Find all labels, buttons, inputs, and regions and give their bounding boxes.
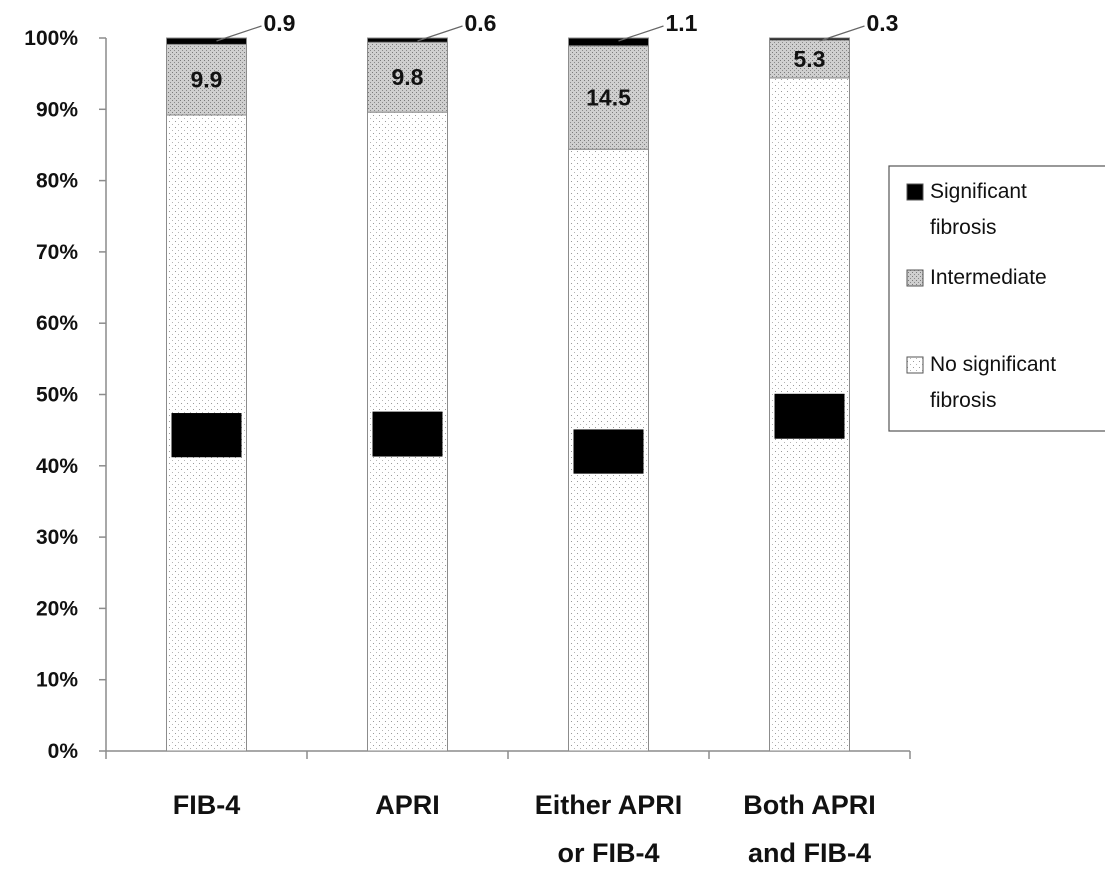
bar-segment-significant-fibrosis — [568, 37, 649, 47]
leader-line — [216, 25, 262, 42]
overlay-block — [774, 393, 845, 439]
y-tick-label: 80% — [36, 170, 78, 193]
bar-segment-intermediate — [166, 43, 247, 116]
legend-swatch — [906, 269, 924, 287]
significant-value-label: 0.6 — [465, 10, 497, 36]
bar-segment-significant-fibrosis — [166, 37, 247, 45]
legend-label: fibrosis — [930, 389, 997, 412]
overlay-block — [573, 429, 644, 474]
x-category-label: FIB-4 — [173, 790, 241, 820]
legend-label: Significant — [930, 180, 1027, 203]
x-category-label: and FIB-4 — [748, 838, 871, 868]
x-category-label: or FIB-4 — [557, 838, 659, 868]
y-tick-label: 100% — [24, 27, 78, 50]
legend-box — [888, 165, 1105, 432]
bar-segment-intermediate — [367, 41, 448, 113]
leader-line — [417, 25, 463, 42]
overlay-block — [171, 413, 242, 458]
overlay-block — [372, 411, 443, 457]
significant-value-label: 1.1 — [666, 10, 698, 36]
legend-label: No significant — [930, 353, 1056, 376]
y-tick-label: 0% — [48, 740, 79, 763]
legend-swatch — [906, 183, 924, 201]
bar-segment-intermediate — [769, 39, 850, 79]
intermediate-value-label: 5.3 — [794, 46, 826, 72]
bar-segment-intermediate — [568, 45, 649, 150]
bars — [166, 37, 850, 752]
x-category-label: Both APRI — [743, 790, 875, 820]
legend: Significant fibrosis Intermediate No signif… — [888, 165, 1105, 432]
y-tick-label: 60% — [36, 312, 78, 335]
axes: 0% 10% 20% 30% 40% 50% 60% 70% 80% 90% 100% — [24, 27, 911, 763]
intermediate-value-label: 9.8 — [392, 64, 424, 90]
significant-value-label: 0.9 — [264, 10, 296, 36]
y-tick-label: 40% — [36, 455, 78, 478]
significant-value-label: 0.3 — [867, 10, 899, 36]
bar-segment-significant-fibrosis — [769, 37, 850, 41]
y-tick-label: 70% — [36, 241, 78, 264]
leader-line — [618, 25, 664, 42]
bar-segment-significant-fibrosis — [367, 37, 448, 43]
y-tick-label: 90% — [36, 98, 78, 121]
y-tick-label: 30% — [36, 526, 78, 549]
x-category-label: Either APRI — [535, 790, 683, 820]
data-labels: 9.9 0.9 9.8 0.6 14.5 1.1 5.3 0.3 — [191, 10, 899, 111]
y-tick-label: 20% — [36, 597, 78, 620]
x-category-label: APRI — [375, 790, 440, 820]
intermediate-value-label: 14.5 — [586, 85, 631, 111]
legend-label: Intermediate — [930, 266, 1047, 289]
y-tick-label: 10% — [36, 669, 78, 692]
y-tick-label: 50% — [36, 384, 78, 407]
leader-line — [819, 25, 865, 42]
legend-swatch — [906, 356, 924, 374]
intermediate-value-label: 9.9 — [191, 67, 223, 93]
x-axis-labels: FIB-4 APRI Either APRI or FIB-4 Both APRI and… — [173, 790, 876, 868]
legend-label: fibrosis — [930, 216, 997, 239]
